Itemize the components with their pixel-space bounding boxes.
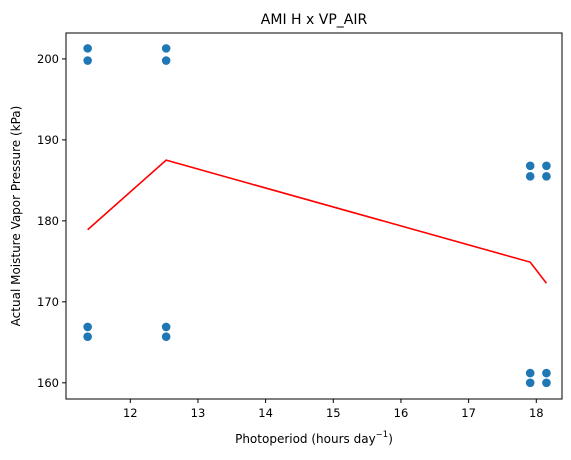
- y-tick-label-170: 170: [37, 295, 59, 309]
- y-axis-label: Actual Moisture Vapor Pressure (kPa): [9, 106, 23, 327]
- data-point-5: [83, 322, 92, 332]
- x-axis-label-close: ): [388, 432, 393, 446]
- data-point-14: [525, 378, 535, 388]
- x-axis-label-text: Photoperiod (hours day: [235, 432, 376, 446]
- data-point-1: [83, 44, 92, 53]
- x-axis: 12 13 14 15 16 17 18: [123, 399, 544, 420]
- x-tick-label-16: 16: [394, 406, 409, 420]
- y-tick-label-160: 160: [37, 376, 59, 390]
- x-tick-label-15: 15: [326, 406, 341, 420]
- plot-area: [83, 44, 551, 388]
- x-tick-label-12: 12: [123, 406, 138, 420]
- x-tick-label-13: 13: [191, 406, 206, 420]
- data-point-6: [83, 332, 92, 341]
- y-tick-label-200: 200: [37, 52, 59, 66]
- data-point-13: [525, 368, 535, 378]
- x-tick-label-17: 17: [461, 406, 476, 420]
- y-axis: 160 170 180 190 200: [37, 52, 66, 390]
- data-point-2: [83, 56, 92, 65]
- x-axis-label: Photoperiod (hours day−1): [235, 430, 393, 446]
- x-tick-label-14: 14: [258, 406, 273, 420]
- data-point-10: [525, 172, 535, 181]
- x-tick-label-18: 18: [529, 406, 544, 420]
- fit-line: [87, 159, 548, 284]
- y-tick-label-190: 190: [37, 133, 59, 147]
- y-tick-label-180: 180: [37, 214, 59, 228]
- data-point-15: [542, 368, 551, 378]
- data-point-12: [542, 172, 551, 181]
- data-point-8: [161, 332, 171, 341]
- data-point-9: [525, 161, 535, 171]
- plot-frame: [65, 32, 563, 400]
- data-point-3: [161, 44, 171, 53]
- data-point-11: [542, 161, 551, 171]
- data-point-16: [542, 378, 551, 388]
- x-axis-label-exponent: −1: [376, 430, 389, 440]
- data-point-7: [161, 322, 171, 332]
- chart-title: AMI H x VP_AIR: [261, 12, 368, 28]
- data-point-4: [161, 56, 171, 65]
